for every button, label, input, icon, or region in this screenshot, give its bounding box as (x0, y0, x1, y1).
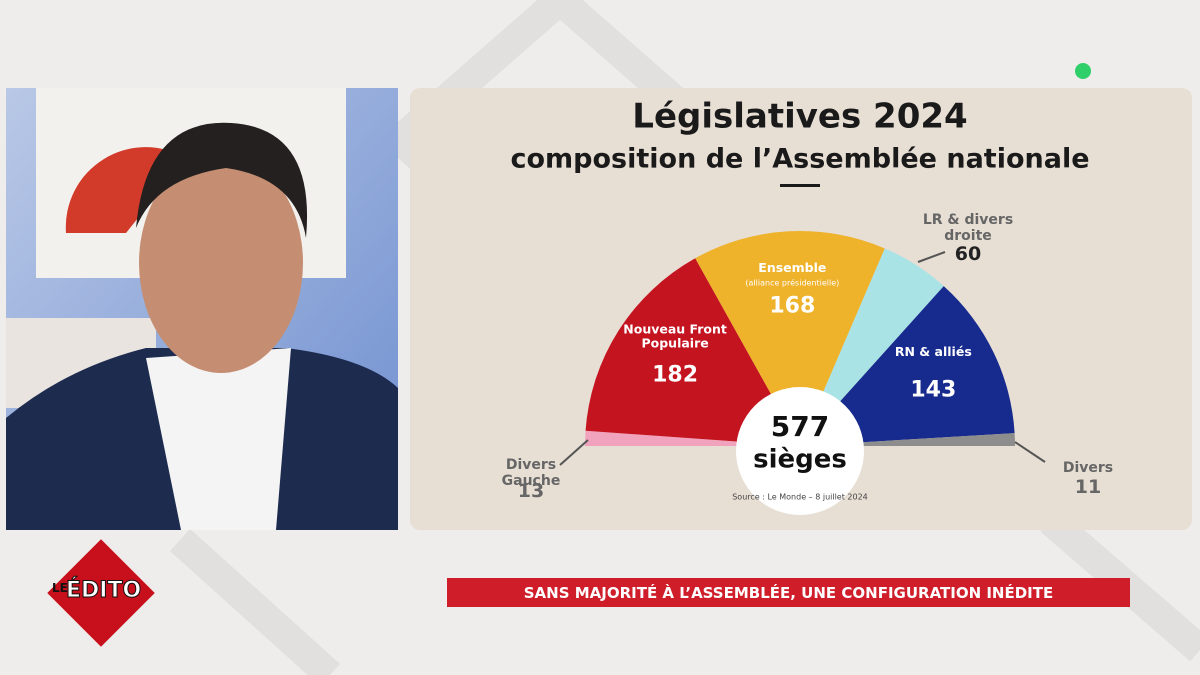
leader-line (1014, 441, 1046, 463)
leader-line (559, 439, 589, 466)
chart-title: Législatives 2024 (632, 97, 967, 137)
headline-banner: SANS MAJORITÉ À L’ASSEMBLÉE, UNE CONFIGU… (447, 578, 1130, 607)
segment-name: Divers (1062, 459, 1114, 476)
segment-name: Nouveau Front Populaire (623, 321, 727, 351)
logo-main: ÉDITO (65, 578, 142, 604)
hemicycle-segment (805, 286, 1015, 446)
video-feed (6, 88, 398, 530)
segment-name: Divers Gauche (501, 456, 561, 489)
segment-name: LR & divers droite (922, 211, 1014, 244)
center-disc (736, 387, 864, 515)
segment-annotation: (alliance présidentielle) (745, 278, 840, 288)
logo-small: LE (52, 581, 68, 595)
total-label: sièges (753, 445, 847, 475)
hemicycle-segment (803, 248, 944, 441)
segment-value: 168 (769, 293, 816, 319)
source: Source : Le Monde – 8 juillet 2024 (732, 493, 868, 502)
segment-value: 143 (910, 377, 957, 403)
hemicycle-segment (585, 258, 797, 446)
segment-value: 182 (652, 361, 699, 387)
total-value: 577 (771, 410, 829, 443)
segment-value: 11 (1074, 476, 1102, 499)
hemicycle-segment (695, 231, 885, 440)
segment-value: 60 (954, 243, 982, 266)
leader-line (917, 251, 946, 263)
segment-name: Ensemble (758, 260, 827, 275)
segment-name: RN & alliés (894, 343, 972, 359)
chart-subtitle: composition de l’Assemblée nationale (510, 144, 1089, 175)
segment-value: 13 (517, 480, 545, 503)
